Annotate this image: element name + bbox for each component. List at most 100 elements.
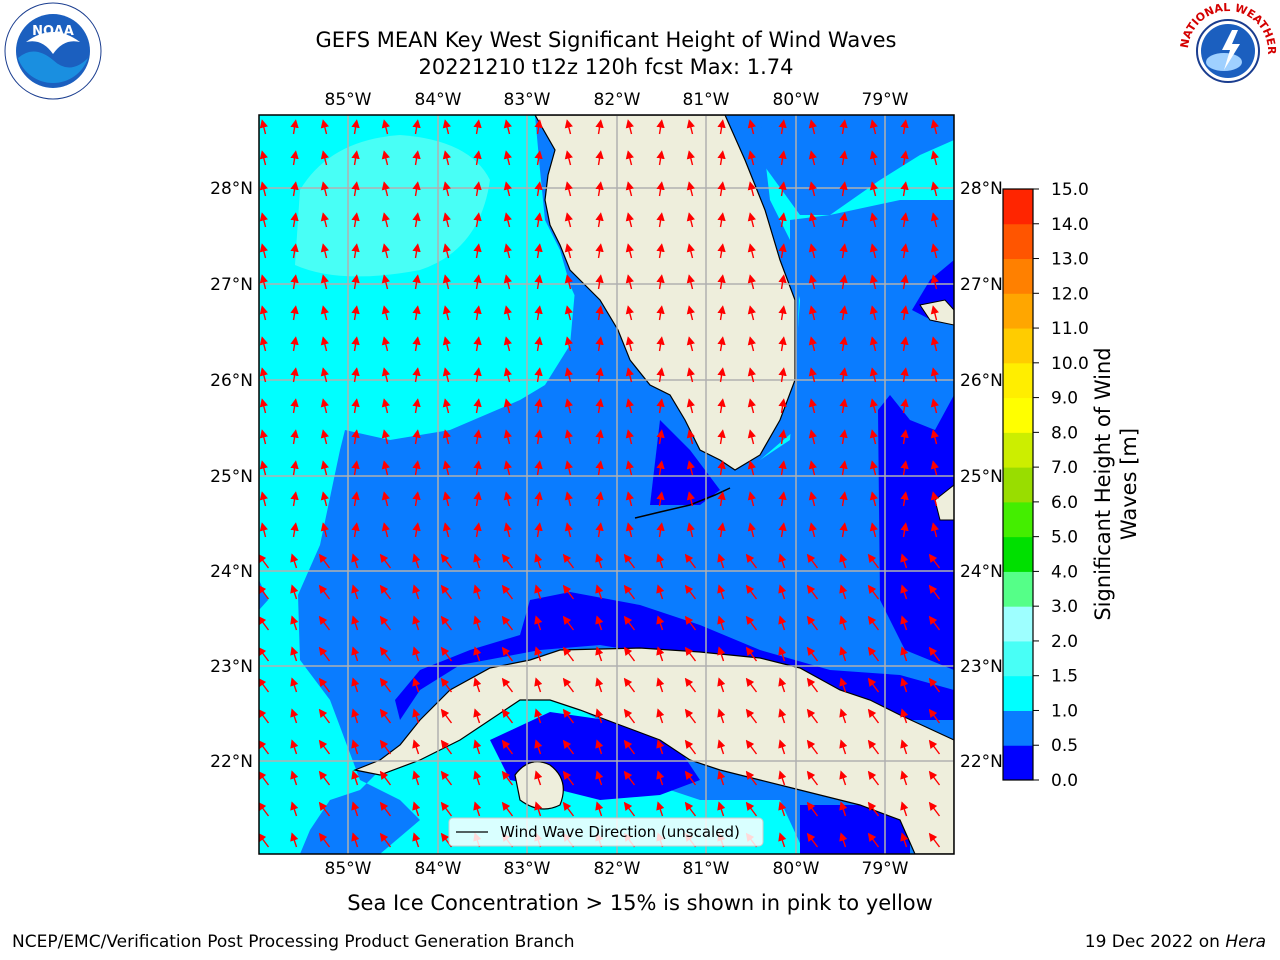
wind-wave-arrow bbox=[351, 398, 360, 414]
wind-wave-arrow bbox=[656, 708, 665, 724]
wind-wave-arrow bbox=[686, 212, 695, 228]
wind-wave-arrow bbox=[745, 646, 758, 662]
wind-wave-arrow bbox=[686, 150, 695, 166]
wind-wave-arrow bbox=[412, 677, 421, 693]
wind-wave-arrow bbox=[717, 367, 726, 383]
wind-wave-arrow bbox=[900, 212, 909, 228]
wind-wave-arrow bbox=[778, 119, 787, 135]
wind-wave-arrow bbox=[686, 119, 695, 135]
wind-wave-arrow bbox=[259, 739, 270, 755]
wind-wave-arrow bbox=[656, 491, 665, 507]
wind-wave-arrow bbox=[412, 367, 421, 383]
wind-wave-arrow bbox=[259, 522, 268, 538]
wind-wave-arrow bbox=[564, 398, 573, 414]
wind-wave-arrow bbox=[808, 150, 817, 166]
wind-wave-arrow bbox=[747, 336, 756, 352]
colorbar-segment bbox=[1003, 640, 1033, 677]
wind-wave-arrow bbox=[412, 646, 421, 662]
wind-wave-arrow bbox=[473, 243, 482, 259]
wind-wave-arrow bbox=[259, 801, 270, 817]
wind-wave-arrow bbox=[473, 646, 482, 662]
wind-wave-arrow bbox=[442, 491, 451, 507]
lon-tick-top: 81°W bbox=[683, 90, 730, 110]
wind-wave-arrow bbox=[595, 522, 604, 538]
wind-wave-arrow bbox=[259, 491, 268, 507]
wind-wave-arrow bbox=[473, 584, 482, 600]
wind-wave-arrow bbox=[534, 584, 543, 600]
wind-wave-arrow bbox=[808, 336, 817, 352]
wind-wave-arrow bbox=[440, 584, 453, 600]
wind-wave-arrow bbox=[318, 677, 331, 693]
wind-wave-arrow bbox=[930, 522, 939, 538]
wind-wave-arrow bbox=[473, 398, 482, 414]
wind-wave-arrow bbox=[442, 398, 451, 414]
wind-wave-arrow bbox=[745, 584, 758, 600]
wind-wave-arrow bbox=[473, 739, 482, 755]
wind-wave-arrow bbox=[259, 832, 270, 848]
wind-wave-arrow bbox=[290, 181, 299, 197]
wind-wave-arrow bbox=[656, 522, 665, 538]
wind-wave-arrow bbox=[900, 150, 909, 166]
colorbar bbox=[1002, 188, 1034, 781]
wind-wave-arrow bbox=[290, 491, 299, 507]
wind-wave-arrow bbox=[442, 181, 451, 197]
wind-wave-arrow bbox=[290, 522, 299, 538]
wind-wave-arrow bbox=[806, 708, 819, 724]
wind-wave-arrow bbox=[717, 553, 726, 569]
sea-ice-note: Sea Ice Concentration > 15% is shown in … bbox=[347, 891, 933, 915]
colorbar-segment bbox=[1003, 432, 1033, 468]
colorbar-segment bbox=[1003, 362, 1033, 399]
lat-tick-right: 22°N bbox=[960, 752, 1003, 772]
lon-tick-bottom: 80°W bbox=[773, 859, 820, 879]
wind-wave-arrow bbox=[259, 150, 268, 166]
wind-wave-arrow bbox=[320, 491, 329, 507]
wind-wave-arrow bbox=[839, 398, 848, 414]
wind-wave-arrow bbox=[534, 398, 543, 414]
wind-wave-arrow bbox=[808, 522, 817, 538]
wind-wave-arrow bbox=[351, 491, 360, 507]
wind-wave-arrow bbox=[928, 646, 941, 662]
colorbar-segment bbox=[1003, 397, 1033, 433]
wind-wave-arrow bbox=[928, 832, 941, 848]
wind-wave-arrow bbox=[290, 708, 299, 724]
wind-wave-arrow bbox=[290, 677, 299, 693]
wind-wave-arrow bbox=[351, 150, 360, 166]
wind-wave-arrow bbox=[564, 460, 573, 476]
wind-wave-arrow bbox=[440, 615, 453, 631]
wind-wave-arrow bbox=[839, 739, 848, 755]
wind-wave-arrow bbox=[320, 243, 329, 259]
wind-wave-arrow bbox=[778, 398, 787, 414]
wind-wave-arrow bbox=[595, 491, 604, 507]
wind-wave-arrow bbox=[473, 429, 482, 445]
wind-wave-arrow bbox=[290, 553, 299, 569]
wind-wave-arrow bbox=[259, 398, 268, 414]
wind-wave-arrow bbox=[320, 212, 329, 228]
wind-wave-arrow bbox=[290, 305, 299, 321]
wind-wave-arrow bbox=[351, 336, 360, 352]
wind-wave-arrow bbox=[595, 646, 604, 662]
wind-wave-arrow bbox=[379, 553, 392, 569]
wind-wave-arrow bbox=[534, 274, 543, 290]
wind-wave-arrow bbox=[290, 429, 299, 445]
wind-wave-arrow bbox=[806, 646, 819, 662]
colorbar-tick-label: 12.0 bbox=[1051, 284, 1089, 304]
wind-wave-arrow bbox=[900, 181, 909, 197]
wind-wave-arrow bbox=[381, 522, 390, 538]
wind-wave-arrow bbox=[869, 491, 878, 507]
wind-wave-arrow bbox=[534, 522, 543, 538]
wind-wave-arrow bbox=[351, 274, 360, 290]
wind-wave-arrow bbox=[930, 212, 939, 228]
wind-wave-arrow bbox=[351, 832, 360, 848]
wind-wave-arrow bbox=[778, 553, 787, 569]
wind-wave-arrow bbox=[778, 429, 787, 445]
wind-wave-arrow bbox=[381, 305, 390, 321]
wind-wave-arrow bbox=[595, 801, 604, 817]
wind-wave-arrow bbox=[656, 429, 665, 445]
wind-wave-arrow bbox=[442, 460, 451, 476]
wind-wave-arrow bbox=[625, 336, 634, 352]
wind-wave-arrow bbox=[625, 243, 634, 259]
lat-tick-left: 22°N bbox=[210, 752, 253, 772]
colorbar-segment bbox=[1003, 467, 1033, 503]
wind-wave-arrow bbox=[290, 336, 299, 352]
wind-wave-arrow bbox=[747, 522, 756, 538]
